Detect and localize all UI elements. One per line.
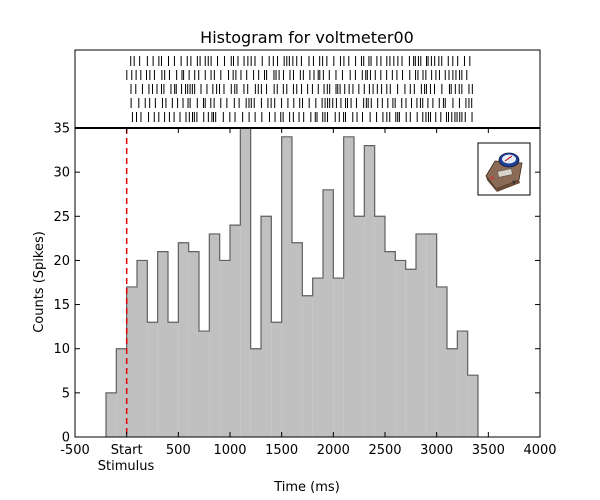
- histogram-bar: [312, 278, 323, 437]
- histogram-bar: [157, 251, 168, 437]
- histogram-bar: [116, 348, 127, 437]
- stimulus-sublabel: Stimulus: [98, 459, 155, 474]
- histogram-bar: [323, 189, 334, 437]
- histogram-bar: [374, 216, 385, 437]
- histogram-bar: [436, 286, 447, 437]
- x-tick-label: Start: [111, 443, 143, 458]
- histogram-bar: [416, 233, 427, 437]
- histogram-bar: [395, 260, 406, 437]
- histogram-bar: [230, 225, 241, 437]
- y-tick-label: 25: [53, 210, 70, 225]
- histogram-bar: [261, 216, 272, 437]
- histogram-bar: [333, 278, 344, 437]
- histogram-bar: [147, 322, 158, 437]
- y-axis-ticks: 0 5 10 15 20 25 30 35: [53, 122, 540, 446]
- histogram-bar: [405, 269, 416, 437]
- histogram-bar: [106, 392, 117, 437]
- y-tick-label: 30: [53, 166, 70, 181]
- histogram-bar: [281, 136, 292, 438]
- y-tick-label: 35: [53, 122, 70, 137]
- y-tick-label: 10: [53, 342, 70, 357]
- chart-title: Histogram for voltmeter00: [200, 28, 414, 47]
- histogram-bar: [354, 216, 365, 437]
- x-tick-label: 4000: [523, 443, 556, 458]
- x-axis-label: Time (ms): [273, 480, 340, 495]
- histogram-bar: [240, 128, 251, 437]
- x-tick-label: -500: [60, 443, 90, 458]
- x-tick-label: 2000: [317, 443, 350, 458]
- histogram-bar: [426, 233, 437, 437]
- histogram-bar: [209, 233, 220, 437]
- x-tick-label: 3000: [420, 443, 453, 458]
- histogram-panel: -500 Start 500 1000 1500 2000 2500 3000 3500 4000…: [53, 122, 556, 459]
- histogram-bar: [126, 286, 137, 437]
- histogram-bar: [292, 242, 303, 437]
- histogram-bars: [105, 127, 479, 438]
- histogram-bar: [447, 348, 458, 437]
- y-tick-label: 0: [62, 431, 70, 446]
- y-tick-label: 5: [62, 386, 70, 401]
- histogram-bar: [364, 145, 375, 437]
- spike-raster-panel: [74, 49, 541, 129]
- histogram-bar: [457, 331, 468, 437]
- histogram-bar: [343, 136, 354, 438]
- x-tick-label: 1000: [213, 443, 246, 458]
- histogram-bar: [199, 331, 210, 437]
- voltmeter-device-icon: [477, 142, 531, 196]
- histogram-outline: [105, 127, 479, 437]
- histogram-bar: [385, 251, 396, 437]
- y-axis-label: Counts (Spikes): [32, 231, 47, 333]
- x-axis-ticks: -500 Start 500 1000 1500 2000 2500 3000 3500 4000: [60, 128, 557, 458]
- histogram-bar: [219, 260, 230, 437]
- histogram-bar: [302, 295, 313, 437]
- histogram-bar: [188, 251, 199, 437]
- histogram-bar: [467, 375, 478, 437]
- y-tick-label: 20: [53, 254, 70, 269]
- histogram-bar: [271, 322, 282, 437]
- x-tick-label: 1500: [265, 443, 298, 458]
- x-tick-label: 2500: [368, 443, 401, 458]
- x-tick-label: 3500: [472, 443, 505, 458]
- x-tick-label: 500: [166, 443, 191, 458]
- histogram-bar: [137, 260, 148, 437]
- histogram-bar: [168, 322, 179, 437]
- y-tick-label: 15: [53, 298, 70, 313]
- histogram-bar: [178, 242, 189, 437]
- histogram-bar: [250, 348, 261, 437]
